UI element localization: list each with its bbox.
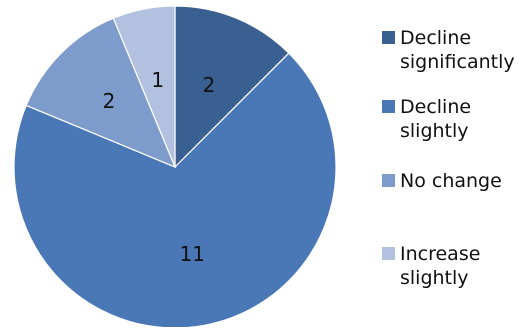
data-label-decline-significantly: 2 bbox=[203, 73, 216, 97]
legend-label-line: significantly bbox=[400, 51, 515, 73]
legend-label-line: Decline bbox=[400, 96, 471, 118]
legend-label-line: No change bbox=[400, 170, 502, 192]
pie-slice-no-change bbox=[25, 17, 177, 169]
legend-label-line: slightly bbox=[400, 120, 469, 142]
data-label-increase-slightly: 1 bbox=[151, 68, 164, 92]
legend-marker bbox=[382, 31, 395, 44]
legend-marker bbox=[382, 247, 395, 260]
legend-marker bbox=[382, 174, 395, 187]
pie-slices bbox=[13, 5, 337, 329]
legend-label-line: Increase bbox=[400, 243, 480, 265]
pie-slice-increase-slightly bbox=[112, 5, 176, 168]
pie-slice-decline-significantly bbox=[174, 5, 290, 169]
legend-item-no-change: No change bbox=[382, 170, 502, 192]
legend-marker bbox=[382, 100, 395, 113]
data-label-decline-slightly: 11 bbox=[180, 242, 205, 266]
data-label-no-change: 2 bbox=[103, 89, 116, 113]
legend-label-line: Decline bbox=[400, 27, 471, 49]
legend-label-line: slightly bbox=[400, 267, 469, 289]
pie-slice-decline-slightly bbox=[13, 52, 337, 329]
pie-data-labels: 2 11 2 1 bbox=[103, 68, 216, 266]
